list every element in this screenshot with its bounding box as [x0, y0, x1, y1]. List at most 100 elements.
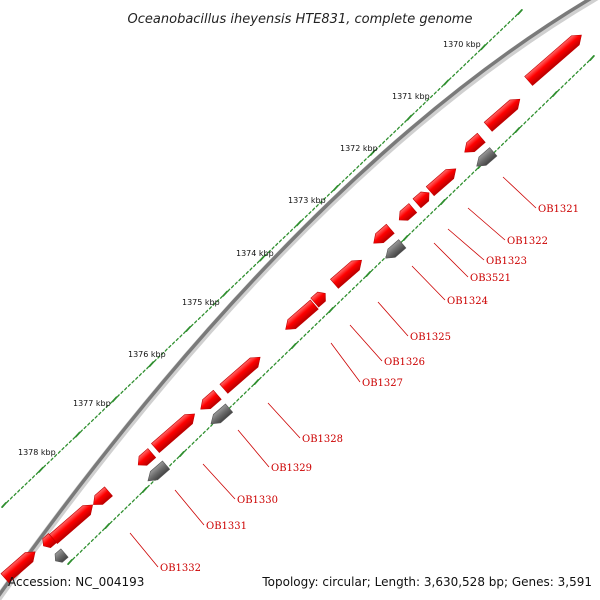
- gc-track-tick: [400, 123, 404, 127]
- gc-track-tick: [332, 185, 339, 192]
- gc-track-tick: [6, 499, 10, 504]
- cds-feature: [464, 132, 486, 153]
- gene-label-ob1327[interactable]: OB1327: [362, 378, 403, 389]
- gc-track-tick: [219, 295, 223, 299]
- gene-labels[interactable]: OB1321 OB1322 OB1323 OB3521 OB1324 OB132…: [160, 204, 579, 574]
- gc-track-tick: [79, 549, 83, 553]
- gc-track-tick: [541, 103, 546, 107]
- gene-label-ob3521[interactable]: OB3521: [470, 273, 511, 284]
- cds-feature: [200, 389, 222, 410]
- gc-track-tick: [496, 31, 500, 35]
- cds-feature: [285, 299, 319, 330]
- gc-track-tick: [426, 98, 430, 102]
- gene-label-ob1330[interactable]: OB1330: [237, 495, 278, 506]
- gc-track-tick: [249, 267, 253, 271]
- gc-track-tick: [411, 229, 415, 233]
- cds-feature-shape: [285, 299, 319, 330]
- gc-track-tick: [289, 228, 294, 232]
- gc-track-tick: [142, 369, 146, 373]
- scale-label: 1370 kbp: [443, 40, 481, 49]
- gc-track-tick: [124, 506, 128, 510]
- gc-track-tick: [430, 211, 434, 215]
- gc-track-tick: [227, 288, 231, 292]
- gene-label-ob1331[interactable]: OB1331: [206, 521, 247, 532]
- gene-label-ob1325[interactable]: OB1325: [410, 332, 451, 343]
- cds-feature-shape: [219, 356, 261, 394]
- cds-feature: [330, 259, 362, 289]
- gc-track-tick: [310, 326, 314, 330]
- scale-labels: 1370 kbp 1371 kbp 1372 kbp 1373 kbp 1374…: [18, 40, 481, 457]
- gc-track-tick: [480, 44, 486, 51]
- gc-track-tick: [363, 158, 367, 162]
- gc-track-tick: [325, 311, 329, 316]
- gc-track-tick: [445, 196, 449, 201]
- gc-track-tick: [355, 283, 359, 287]
- gc-track-tick: [94, 415, 98, 419]
- gc-track-tick: [575, 70, 579, 75]
- gc-track-tick: [538, 106, 542, 111]
- gc-track-tick: [393, 130, 397, 134]
- gc-track-tick: [230, 285, 235, 289]
- gc-track-tick: [378, 144, 382, 148]
- gc-track-tick: [135, 495, 139, 499]
- gc-track-tick: [367, 154, 371, 158]
- gc-track-tick: [336, 301, 340, 305]
- gc-track-tick: [437, 87, 441, 92]
- gc-track-tick: [190, 323, 194, 328]
- gc-track-tick: [83, 545, 87, 550]
- gc-track-tick: [359, 279, 363, 283]
- cds-feature-shape: [0, 551, 36, 584]
- gene-label-ob1323[interactable]: OB1323: [486, 256, 527, 267]
- scale-label: 1372 kbp: [340, 144, 378, 153]
- gc-track-tick: [87, 542, 91, 546]
- gc-track-tick: [507, 20, 511, 25]
- gc-track-tick: [492, 35, 496, 39]
- gc-track-tick: [228, 405, 232, 409]
- gene-label-ob1322[interactable]: OB1322: [507, 236, 548, 247]
- gc-track-tick: [280, 355, 285, 359]
- gc-track-tick: [141, 486, 148, 494]
- gene-label-ob1329[interactable]: OB1329: [271, 463, 312, 474]
- gc-track-tick: [406, 114, 413, 121]
- gc-track-tick: [90, 418, 94, 423]
- gc-track-tick: [284, 351, 288, 355]
- gc-track-tick: [341, 179, 345, 183]
- gene-label-ob1328[interactable]: OB1328: [302, 434, 343, 445]
- gc-track-tick: [437, 203, 441, 208]
- gc-track-tick: [385, 137, 389, 141]
- gc-track-tick: [101, 408, 106, 412]
- cds-feature: [412, 191, 430, 209]
- gc-track-tick: [293, 225, 297, 229]
- accession-text: Accession: NC_004193: [8, 575, 144, 589]
- gc-track-tick: [275, 242, 279, 247]
- gc-track-tick: [286, 232, 290, 236]
- gc-track-tick: [571, 74, 575, 78]
- scale-label: 1378 kbp: [18, 448, 56, 457]
- gc-track-tick: [269, 365, 273, 370]
- gc-track-tick: [13, 492, 17, 497]
- gc-track-tick: [322, 315, 326, 319]
- gc-track-tick: [404, 119, 408, 123]
- gc-track-tick: [448, 193, 452, 197]
- gc-track-tick: [72, 436, 76, 440]
- gc-track-tick: [500, 142, 505, 147]
- gc-track-tick: [138, 373, 142, 377]
- cds-feature: [219, 356, 261, 394]
- gene-label-ob1326[interactable]: OB1326: [384, 357, 425, 368]
- gene-label-ob1332[interactable]: OB1332: [160, 563, 201, 574]
- gene-label-ob1324[interactable]: OB1324: [447, 296, 488, 307]
- cds-feature-shape: [137, 448, 157, 466]
- gc-track-tick: [503, 24, 507, 28]
- gc-track-tick: [295, 340, 299, 345]
- other-feature-shape: [476, 147, 498, 167]
- gc-track-tick: [527, 117, 531, 121]
- gc-track-tick: [9, 496, 13, 500]
- gc-track-tick: [374, 147, 378, 151]
- cds-feature-shape: [464, 132, 486, 153]
- gc-track-tick: [50, 457, 54, 461]
- gene-label-ob1321[interactable]: OB1321: [538, 204, 579, 215]
- cds-feature: [0, 551, 36, 584]
- gc-track-tick: [113, 517, 117, 521]
- gc-track-tick: [109, 520, 113, 525]
- gc-track-tick: [104, 523, 111, 529]
